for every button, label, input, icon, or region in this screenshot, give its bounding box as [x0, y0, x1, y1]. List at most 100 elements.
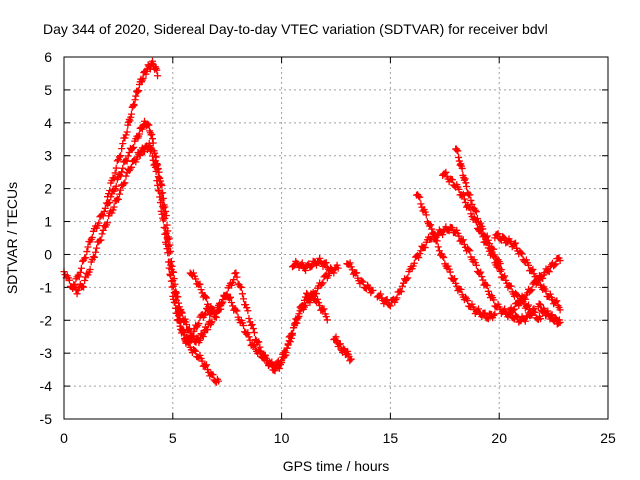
- data-point: [170, 268, 178, 276]
- data-point: [433, 237, 441, 245]
- data-point: [319, 306, 327, 314]
- data-point: [270, 366, 278, 374]
- series-sat-track-d: [151, 157, 216, 347]
- data-point: [415, 192, 423, 200]
- data-point: [178, 308, 186, 316]
- x-tick-label: 20: [491, 430, 507, 446]
- data-point: [105, 190, 113, 198]
- data-point: [467, 196, 475, 204]
- data-point: [365, 283, 373, 291]
- data-point: [547, 312, 555, 320]
- data-point: [518, 250, 526, 258]
- data-point: [466, 247, 474, 255]
- data-point: [201, 362, 209, 370]
- data-point: [240, 321, 248, 329]
- data-point: [244, 329, 252, 337]
- data-point: [528, 286, 536, 294]
- data-point: [228, 298, 236, 306]
- data-point: [472, 208, 480, 216]
- data-point: [552, 298, 560, 306]
- data-point: [124, 152, 132, 160]
- data-point: [236, 283, 244, 291]
- data-point: [439, 231, 447, 239]
- data-point: [189, 269, 197, 277]
- data-point: [203, 294, 211, 302]
- data-point: [119, 140, 127, 148]
- data-point: [479, 276, 487, 284]
- data-point: [118, 145, 126, 153]
- data-point: [65, 276, 73, 284]
- data-point: [544, 307, 552, 315]
- data-point: [165, 235, 173, 243]
- data-point: [162, 212, 170, 220]
- data-point: [309, 291, 317, 299]
- data-point: [347, 355, 355, 363]
- data-point: [534, 277, 542, 285]
- data-point: [244, 307, 252, 315]
- data-point: [237, 283, 245, 291]
- data-point: [281, 352, 289, 360]
- data-point: [453, 226, 461, 234]
- y-tick-label: -4: [40, 378, 53, 394]
- data-point: [73, 290, 81, 298]
- data-point: [286, 338, 294, 346]
- y-tick-label: 3: [44, 148, 52, 164]
- data-point: [513, 290, 521, 298]
- data-point: [129, 144, 137, 152]
- data-point: [164, 242, 172, 250]
- data-point: [299, 302, 307, 310]
- data-point: [104, 219, 112, 227]
- data-point: [293, 319, 301, 327]
- series-sat-track-n: [504, 254, 564, 321]
- data-point: [459, 236, 467, 244]
- data-point: [556, 318, 564, 326]
- data-point: [118, 168, 126, 176]
- grid-lines: [64, 57, 608, 419]
- data-point: [282, 351, 290, 359]
- data-point: [444, 262, 452, 270]
- data-point: [398, 282, 406, 290]
- data-point: [500, 233, 508, 241]
- data-point: [327, 264, 335, 272]
- data-point: [204, 326, 212, 334]
- data-point: [245, 333, 253, 341]
- data-point: [422, 211, 430, 219]
- data-point: [458, 164, 466, 172]
- data-point: [542, 287, 550, 295]
- data-point: [104, 193, 112, 201]
- data-point: [537, 301, 545, 309]
- data-point: [314, 295, 322, 303]
- data-point: [268, 361, 276, 369]
- data-point: [481, 309, 489, 317]
- data-point: [117, 152, 125, 160]
- data-point: [458, 191, 466, 199]
- data-point: [448, 176, 456, 184]
- data-point: [92, 248, 100, 256]
- data-point: [93, 244, 101, 252]
- data-point: [152, 153, 160, 161]
- data-point: [75, 273, 83, 281]
- data-point: [529, 265, 537, 273]
- data-point: [82, 254, 90, 262]
- data-point: [473, 214, 481, 222]
- data-point: [172, 288, 180, 296]
- data-point: [156, 177, 164, 185]
- data-point: [446, 268, 454, 276]
- data-point: [316, 254, 324, 262]
- data-point: [334, 264, 342, 272]
- data-point: [477, 219, 485, 227]
- data-point: [121, 179, 129, 187]
- data-point: [153, 66, 161, 74]
- data-point: [114, 195, 122, 203]
- data-point: [165, 249, 173, 257]
- data-point: [135, 87, 143, 95]
- data-point: [417, 200, 425, 208]
- data-point: [196, 280, 204, 288]
- data-point: [88, 234, 96, 242]
- series-sat-track-l: [413, 191, 499, 323]
- data-point: [450, 276, 458, 284]
- data-point: [127, 110, 135, 118]
- data-point: [497, 266, 505, 274]
- data-point: [463, 182, 471, 190]
- data-point: [155, 168, 163, 176]
